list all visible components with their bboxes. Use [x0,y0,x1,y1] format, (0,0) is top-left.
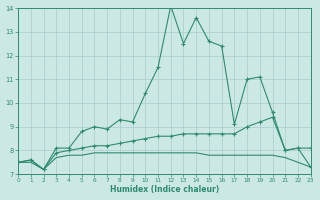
X-axis label: Humidex (Indice chaleur): Humidex (Indice chaleur) [110,185,219,194]
